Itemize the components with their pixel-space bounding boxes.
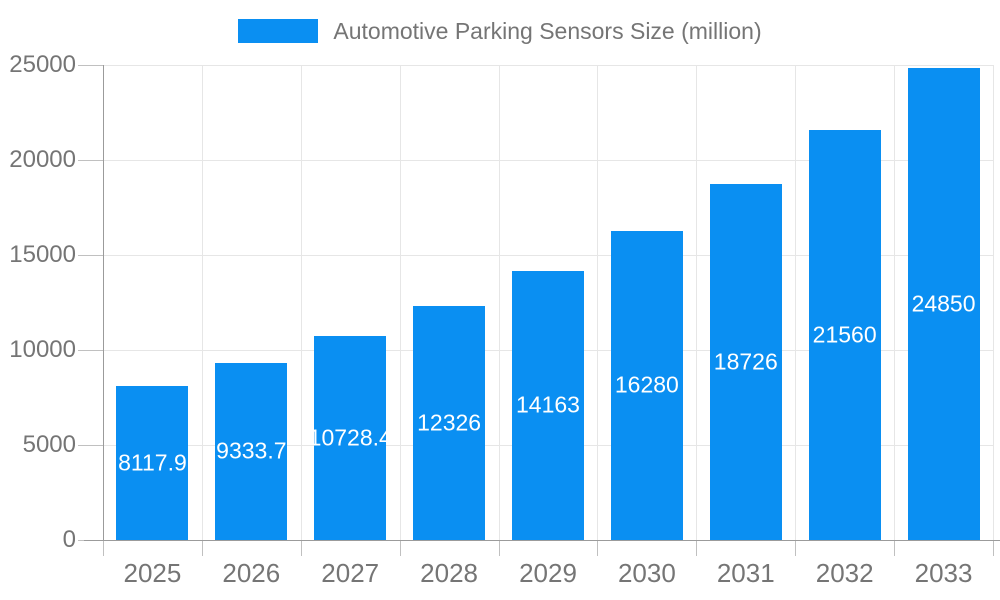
legend[interactable]: Automotive Parking Sensors Size (million…: [0, 18, 1000, 44]
bar-value-label: 21560: [812, 321, 877, 348]
x-axis-label: 2033: [914, 558, 973, 588]
gridline-y: [103, 65, 993, 66]
gridline-x: [795, 65, 797, 540]
bar[interactable]: 14163: [512, 270, 584, 540]
x-tick: [795, 540, 797, 556]
y-tick: [78, 255, 103, 256]
x-tick: [201, 540, 203, 556]
gridline-x: [894, 65, 896, 540]
gridline-x: [498, 65, 500, 540]
y-axis-label: 5000: [22, 431, 76, 458]
y-axis-line: [103, 65, 104, 540]
y-tick: [78, 350, 103, 351]
gridline-x: [201, 65, 203, 540]
x-tick: [103, 540, 104, 556]
bar-value-label: 9333.7: [216, 437, 287, 464]
bar[interactable]: 24850: [907, 67, 980, 540]
bar-value-label: 24850: [911, 290, 976, 317]
y-tick: [78, 65, 103, 66]
y-tick: [78, 445, 103, 446]
y-axis-label: 10000: [9, 336, 76, 363]
x-tick: [300, 540, 302, 556]
gridline-x: [993, 65, 994, 540]
bar[interactable]: 18726: [709, 184, 782, 540]
x-tick: [399, 540, 401, 556]
bar-value-label: 16280: [614, 371, 679, 398]
bar[interactable]: 16280: [610, 230, 683, 540]
x-axis-label: 2027: [321, 558, 380, 588]
x-axis-label: 2032: [815, 558, 874, 588]
x-axis-line: [84, 540, 1000, 541]
y-axis-label: 15000: [9, 241, 76, 268]
x-axis-label: 2028: [420, 558, 479, 588]
y-axis-label: 20000: [9, 146, 76, 173]
x-axis-label: 2030: [617, 558, 676, 588]
legend-label: Automotive Parking Sensors Size (million…: [333, 18, 762, 44]
bar-value-label: 10728.4: [314, 424, 387, 451]
gridline-x: [300, 65, 302, 540]
bar[interactable]: 12326: [413, 305, 486, 540]
legend-swatch[interactable]: [238, 19, 319, 43]
gridline-x: [399, 65, 401, 540]
bar[interactable]: 8117.9: [116, 385, 189, 540]
x-tick: [894, 540, 896, 556]
bar[interactable]: 9333.7: [215, 362, 288, 540]
y-tick: [78, 160, 103, 161]
x-tick: [498, 540, 500, 556]
bar[interactable]: 10728.4: [314, 336, 387, 540]
x-tick: [993, 540, 994, 556]
x-axis-label: 2026: [222, 558, 281, 588]
x-axis-label: 2029: [519, 558, 577, 588]
bar-value-label: 8117.9: [118, 449, 187, 476]
bar-value-label: 18726: [713, 348, 778, 375]
gridline-y: [103, 160, 993, 161]
x-tick: [597, 540, 599, 556]
bar-value-label: 14163: [516, 391, 580, 418]
y-axis-label: 25000: [9, 51, 76, 78]
y-axis-label: 0: [62, 526, 76, 553]
bar-value-label: 12326: [417, 409, 482, 436]
x-axis-label: 2025: [123, 558, 182, 588]
gridline-x: [597, 65, 599, 540]
gridline-x: [696, 65, 698, 540]
bar[interactable]: 21560: [808, 130, 881, 540]
x-tick: [696, 540, 698, 556]
x-axis-label: 2031: [716, 558, 775, 588]
gridline-y: [103, 255, 993, 256]
